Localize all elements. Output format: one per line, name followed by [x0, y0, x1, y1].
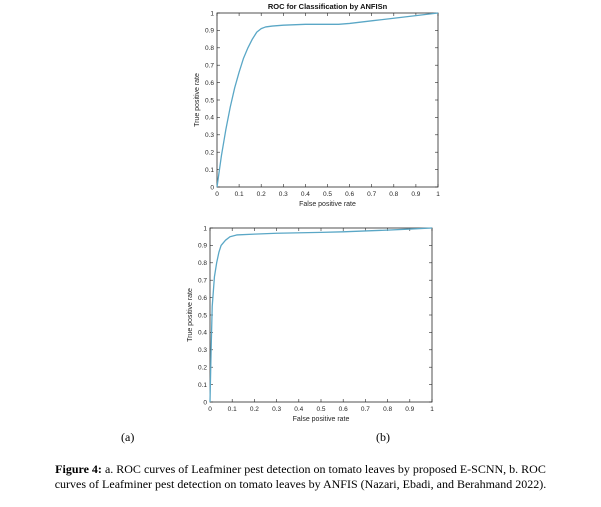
x-tick-label: 1: [436, 191, 440, 198]
x-tick-label: 0.5: [323, 191, 332, 198]
figure-charts: 0 0.1 0.2 0.3 0.4 0.5 0.6 0.7 0.8 0.9 1 0 0.1 0.2 0.3 0…: [187, 2, 440, 423]
roc-curve: [216, 12, 439, 188]
y-tick-label: 0.3: [205, 132, 214, 139]
x-tick-label: 0.2: [250, 406, 259, 413]
panel-label-b: (b): [376, 430, 390, 444]
y-axis-label: True positive rate: [187, 288, 194, 342]
y-tick-label: 0: [203, 399, 207, 406]
y-tick-label: 0.1: [205, 167, 214, 174]
caption-text: a. ROC curves of Leafminer pest detectio…: [54, 462, 547, 491]
y-tick-label: 0.7: [205, 63, 214, 70]
y-tick-label: 0.4: [205, 115, 214, 122]
x-tick-label: 0.3: [279, 191, 288, 198]
y-tick-label: 0.6: [205, 80, 214, 87]
y-tick-label: 0.1: [198, 382, 207, 389]
x-tick-label: 0.7: [367, 191, 376, 198]
x-tick-label: 0: [208, 406, 212, 413]
y-tick-label: 0.5: [205, 97, 214, 104]
x-tick-label: 0.4: [294, 406, 303, 413]
y-axis-label: True positive rate: [194, 73, 201, 127]
y-tick-label: 0.5: [198, 312, 207, 319]
y-tick-label: 0.9: [198, 243, 207, 250]
chart-a: 0 0.1 0.2 0.3 0.4 0.5 0.6 0.7 0.8 0.9 1 0 0.1 0.2 0.3 0…: [194, 2, 440, 208]
y-tick-label: 0.2: [198, 365, 207, 372]
y-tick-label: 1: [203, 225, 207, 232]
x-tick-label: 0.8: [389, 191, 398, 198]
x-tick-label: 0.3: [272, 406, 281, 413]
x-tick-label: 0.4: [301, 191, 310, 198]
x-tick-label: 0.6: [345, 191, 354, 198]
x-axis-label: False positive rate: [299, 201, 356, 208]
chart-b: 0 0.1 0.2 0.3 0.4 0.5 0.6 0.7 0.8 0.9 1 0 0.1 0.2 0.3 0…: [187, 225, 434, 423]
y-tick-label: 1: [210, 10, 214, 17]
x-tick-label: 0.9: [405, 406, 414, 413]
y-tick-label: 0.4: [198, 330, 207, 337]
y-tick-label: 0.3: [198, 347, 207, 354]
x-tick-label: 0.6: [339, 406, 348, 413]
y-tick-label: 0.9: [205, 28, 214, 35]
y-tick-label: 0.8: [205, 45, 214, 52]
x-tick-label: 0.9: [411, 191, 420, 198]
panel-label-a: (a): [121, 430, 135, 444]
x-axis-label: False positive rate: [293, 416, 350, 423]
y-tick-label: 0.2: [205, 150, 214, 157]
plot-area: [209, 227, 433, 403]
x-tick-label: 0.1: [235, 191, 244, 198]
y-tick-label: 0.8: [198, 260, 207, 267]
x-tick-label: 1: [430, 406, 434, 413]
x-tick-label: 0.8: [383, 406, 392, 413]
x-tick-label: 0: [215, 191, 219, 198]
y-tick-label: 0: [210, 184, 214, 191]
plot-area: [216, 12, 439, 188]
y-tick-label: 0.7: [198, 278, 207, 285]
roc-curve: [209, 227, 433, 403]
figure-caption: Figure 4: a. ROC curves of Leafminer pes…: [40, 462, 561, 492]
x-tick-label: 0.2: [257, 191, 266, 198]
y-tick-label: 0.6: [198, 295, 207, 302]
x-tick-label: 0.5: [316, 406, 325, 413]
chart-title: ROC for Classification by ANFISn: [268, 2, 388, 11]
x-tick-label: 0.1: [228, 406, 237, 413]
caption-lead: Figure 4:: [55, 462, 102, 476]
x-tick-label: 0.7: [361, 406, 370, 413]
